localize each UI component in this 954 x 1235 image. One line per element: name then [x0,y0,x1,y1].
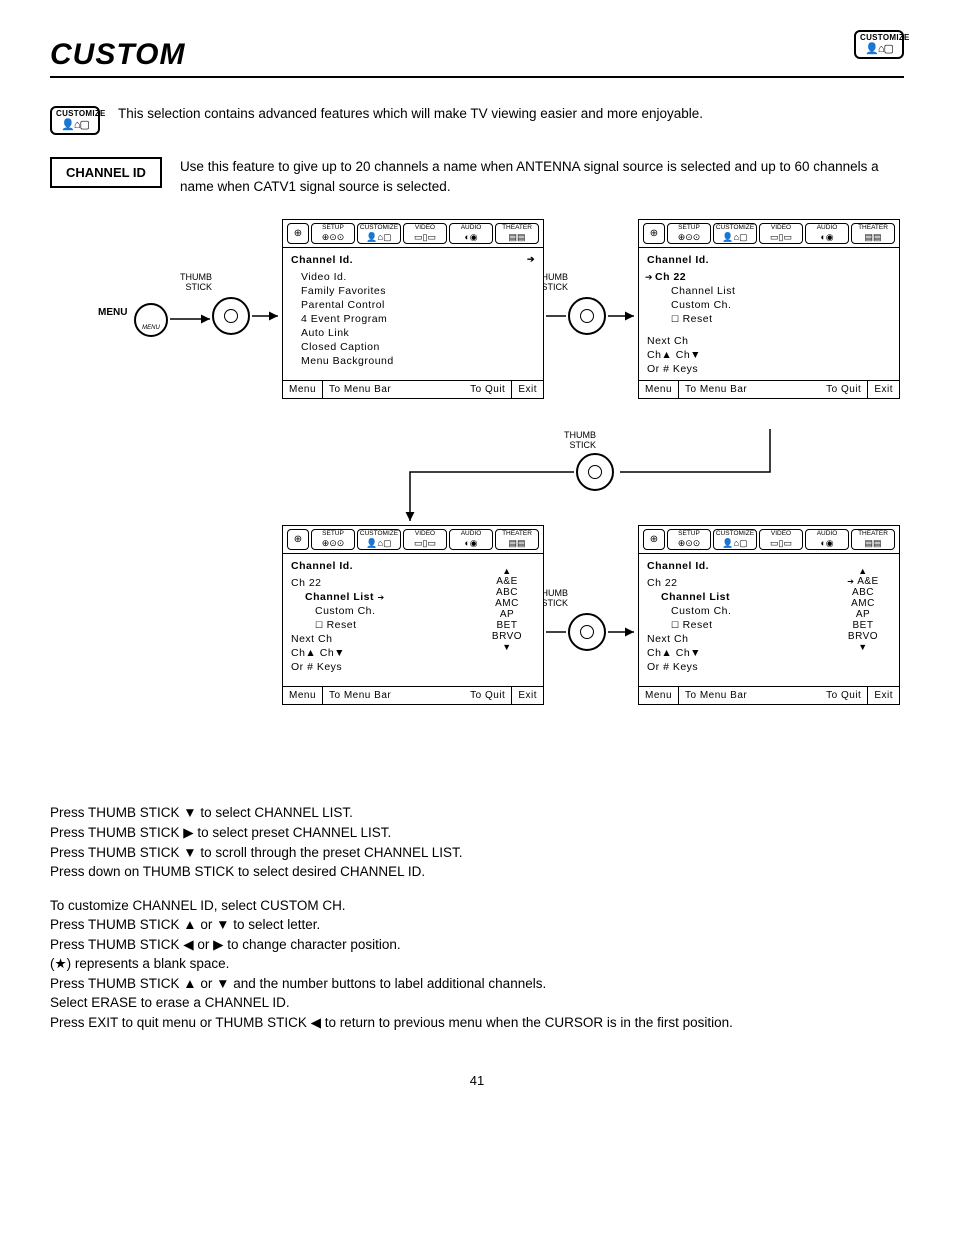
panel-3: ⊕ SETUP⊕⊙⊙ CUSTOMIZE👤⌂▢ VIDEO▭▯▭ AUDIO◐◉… [282,525,544,705]
thumb-stick-label-1: THUMB STICK [168,273,212,292]
thumb-stick-icon-4 [568,613,606,651]
menu-label: MENU [98,307,127,318]
section-label: CHANNEL ID [50,157,162,188]
panel-1: ⊕ SETUP⊕⊙⊙ CUSTOMIZE👤⌂▢ VIDEO▭▯▭ AUDIO◐◉… [282,219,544,399]
thumb-stick-label-3: THUMB STICK [552,431,596,450]
target-icon: ⊕ [287,223,309,244]
thumb-stick-icon-2 [568,297,606,335]
customize-badge-top: CUSTOMIZE 👤⌂▢ [854,30,904,59]
panel-4: ⊕ SETUP⊕⊙⊙ CUSTOMIZE👤⌂▢ VIDEO▭▯▭ AUDIO◐◉… [638,525,900,705]
panel-2: ⊕ SETUP⊕⊙⊙ CUSTOMIZE👤⌂▢ VIDEO▭▯▭ AUDIO◐◉… [638,219,900,399]
panel-1-tabs: ⊕ SETUP⊕⊙⊙ CUSTOMIZE👤⌂▢ VIDEO▭▯▭ AUDIO◐◉… [283,220,543,248]
title-underline [50,76,904,78]
thumb-stick-icon-1 [212,297,250,335]
intro-text: This selection contains advanced feature… [118,106,703,121]
page-number: 41 [50,1073,904,1088]
thumb-stick-icon-3 [576,453,614,491]
instructions: Press THUMB STICK ▼ to select CHANNEL LI… [50,803,904,1032]
flow-diagram: MENU MENU THUMB STICK THUMB STICK THUMB … [90,219,904,779]
panel-1-footer: MenuTo Menu Bar To QuitExit [283,380,543,398]
customize-badge-inline: CUSTOMIZE 👤⌂▢ [50,106,100,135]
section-text: Use this feature to give up to 20 channe… [180,157,904,198]
menu-button-icon: MENU [134,303,168,337]
page-title: CUSTOM [50,38,854,72]
